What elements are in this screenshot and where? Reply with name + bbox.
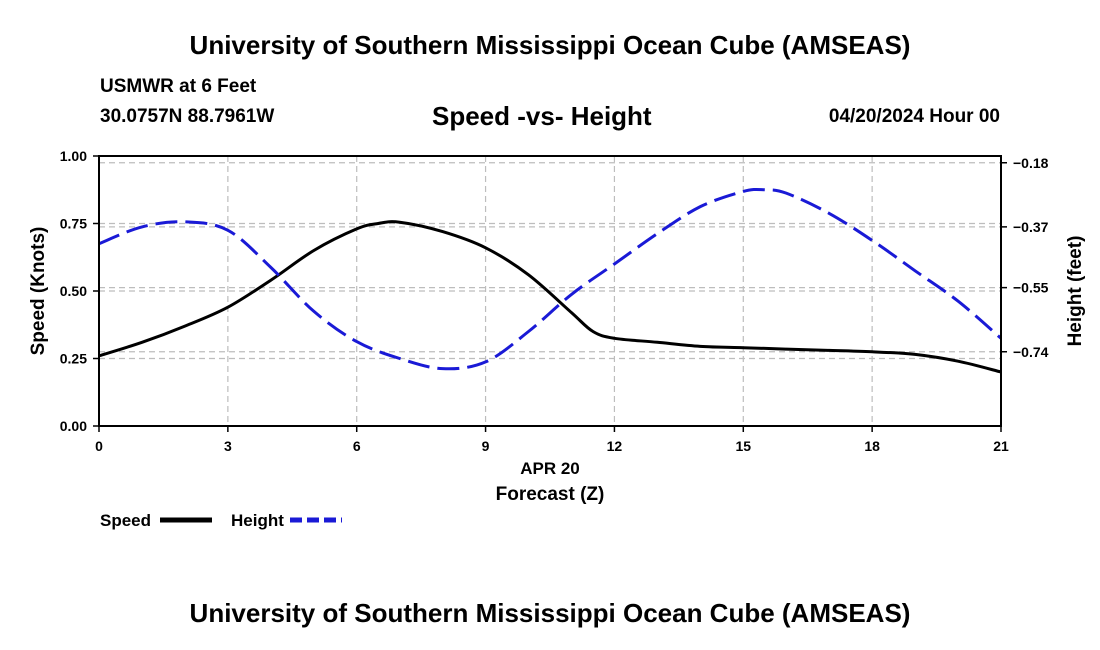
- legend: Speed Height: [100, 511, 342, 530]
- right-tick-label: −0.18: [1013, 155, 1049, 171]
- right-axis-label: Height (feet): [1065, 236, 1086, 347]
- x-tick-label: 15: [735, 438, 751, 454]
- tick-labels: 0 3 6 9 12 15 18 21 0.00 0.25 0.50 0.75 1.00 −0.18 −0.…: [60, 148, 1049, 454]
- station-label: USMWR at 6 Feet: [100, 76, 257, 97]
- legend-height-label: Height: [231, 511, 284, 530]
- left-tick-label: 0.25: [60, 351, 87, 367]
- right-tick-label: −0.74: [1013, 344, 1049, 360]
- date-label: 04/20/2024 Hour 00: [828, 106, 1000, 127]
- x-axis-date: APR 20: [520, 459, 580, 478]
- x-tick-label: 0: [95, 438, 103, 454]
- series-line-speed: [98, 220, 1002, 374]
- top-title: University of Southern Mississippi Ocean…: [189, 30, 911, 60]
- bottom-title: University of Southern Mississippi Ocean…: [189, 598, 911, 628]
- right-tick-label: −0.55: [1013, 280, 1049, 296]
- x-axis-label: Forecast (Z): [496, 484, 605, 505]
- legend-speed-label: Speed: [100, 511, 151, 530]
- x-tick-label: 3: [224, 438, 232, 454]
- x-tick-label: 21: [993, 438, 1009, 454]
- series-line-height: [98, 187, 1002, 371]
- grid-lines: [98, 155, 1002, 427]
- coordinates-label: 30.0757N 88.7961W: [100, 106, 275, 127]
- left-tick-label: 1.00: [60, 148, 87, 164]
- x-tick-label: 18: [864, 438, 880, 454]
- left-tick-label: 0.50: [60, 283, 87, 299]
- left-axis-label: Speed (Knots): [28, 227, 49, 356]
- right-tick-label: −0.37: [1013, 219, 1049, 235]
- left-tick-label: 0.75: [60, 216, 87, 232]
- left-tick-label: 0.00: [60, 418, 87, 434]
- chart-title: Speed -vs- Height: [432, 101, 652, 131]
- x-tick-label: 12: [607, 438, 623, 454]
- x-tick-label: 6: [353, 438, 361, 454]
- series-lines: [98, 187, 1002, 374]
- x-tick-label: 9: [482, 438, 490, 454]
